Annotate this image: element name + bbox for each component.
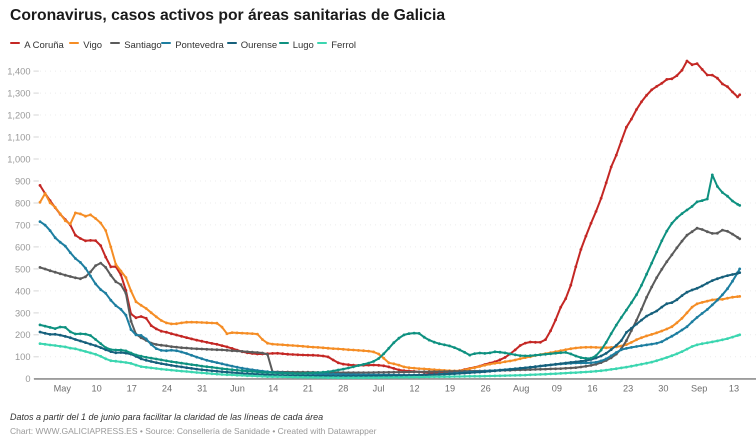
- svg-text:800: 800: [15, 198, 31, 208]
- svg-text:700: 700: [15, 220, 31, 230]
- svg-text:May: May: [54, 384, 72, 394]
- svg-text:1,200: 1,200: [7, 110, 30, 120]
- svg-text:200: 200: [15, 330, 31, 340]
- svg-text:16: 16: [587, 384, 597, 394]
- svg-text:26: 26: [480, 384, 490, 394]
- svg-text:28: 28: [338, 384, 348, 394]
- svg-text:31: 31: [197, 384, 207, 394]
- svg-text:Sep: Sep: [691, 384, 707, 394]
- svg-text:Aug: Aug: [513, 384, 529, 394]
- svg-text:300: 300: [15, 308, 31, 318]
- svg-text:17: 17: [127, 384, 137, 394]
- svg-text:13: 13: [729, 384, 739, 394]
- svg-text:100: 100: [15, 352, 31, 362]
- svg-text:30: 30: [658, 384, 668, 394]
- svg-text:1,400: 1,400: [7, 67, 30, 77]
- svg-text:0: 0: [25, 374, 30, 384]
- svg-text:23: 23: [623, 384, 633, 394]
- svg-text:10: 10: [91, 384, 101, 394]
- svg-text:600: 600: [15, 242, 31, 252]
- svg-text:400: 400: [15, 286, 31, 296]
- svg-text:500: 500: [15, 264, 31, 274]
- svg-text:Jul: Jul: [373, 384, 385, 394]
- svg-text:1,000: 1,000: [7, 154, 30, 164]
- svg-text:24: 24: [162, 384, 172, 394]
- svg-text:900: 900: [15, 176, 31, 186]
- svg-text:09: 09: [552, 384, 562, 394]
- svg-text:12: 12: [409, 384, 419, 394]
- svg-text:Jun: Jun: [230, 384, 245, 394]
- svg-text:14: 14: [268, 384, 278, 394]
- svg-text:21: 21: [303, 384, 313, 394]
- svg-text:1,100: 1,100: [7, 132, 30, 142]
- svg-text:19: 19: [445, 384, 455, 394]
- svg-text:1,300: 1,300: [7, 89, 30, 99]
